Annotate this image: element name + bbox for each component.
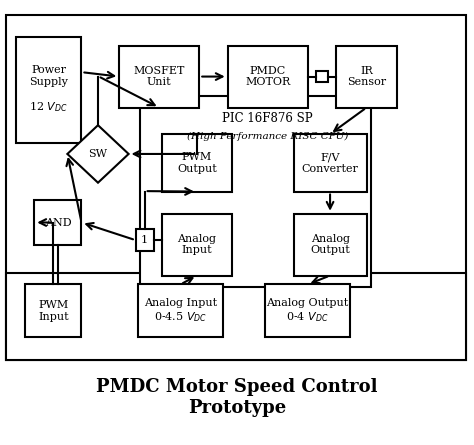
FancyBboxPatch shape [293, 134, 366, 191]
Text: MOSFET
Unit: MOSFET Unit [134, 66, 185, 87]
FancyBboxPatch shape [265, 284, 350, 337]
FancyBboxPatch shape [140, 97, 371, 287]
FancyBboxPatch shape [293, 214, 366, 275]
FancyBboxPatch shape [6, 273, 465, 360]
FancyBboxPatch shape [25, 284, 82, 337]
Text: 1: 1 [141, 235, 148, 245]
Text: Power
Supply

12 $V_{DC}$: Power Supply 12 $V_{DC}$ [29, 65, 68, 114]
FancyBboxPatch shape [162, 134, 232, 191]
FancyBboxPatch shape [119, 45, 199, 108]
Text: PMDC
MOTOR: PMDC MOTOR [245, 66, 290, 87]
FancyBboxPatch shape [336, 45, 397, 108]
Text: PWM
Output: PWM Output [177, 152, 217, 174]
Text: AND: AND [45, 218, 71, 227]
Text: Analog
Output: Analog Output [310, 234, 350, 255]
FancyBboxPatch shape [316, 71, 328, 82]
FancyBboxPatch shape [35, 200, 82, 245]
Polygon shape [67, 125, 128, 183]
Text: PIC 16F876 SP: PIC 16F876 SP [222, 112, 313, 125]
Text: Analog Output
0-4 $V_{DC}$: Analog Output 0-4 $V_{DC}$ [266, 298, 349, 324]
Text: SW: SW [89, 149, 108, 159]
FancyBboxPatch shape [228, 45, 308, 108]
Text: Analog Input
0-4.5 $V_{DC}$: Analog Input 0-4.5 $V_{DC}$ [144, 298, 217, 324]
Text: IR
Sensor: IR Sensor [347, 66, 386, 87]
FancyBboxPatch shape [16, 37, 82, 143]
Text: PMDC Motor Speed Control
Prototype: PMDC Motor Speed Control Prototype [96, 378, 378, 417]
FancyBboxPatch shape [162, 214, 232, 275]
Text: Analog
Input: Analog Input [177, 234, 217, 255]
Text: PWM
Input: PWM Input [38, 300, 69, 322]
FancyBboxPatch shape [6, 15, 465, 360]
Text: (High Performance RISC CPU): (High Performance RISC CPU) [187, 132, 348, 141]
FancyBboxPatch shape [138, 284, 223, 337]
Text: F/V
Converter: F/V Converter [301, 152, 358, 174]
FancyBboxPatch shape [136, 229, 154, 251]
